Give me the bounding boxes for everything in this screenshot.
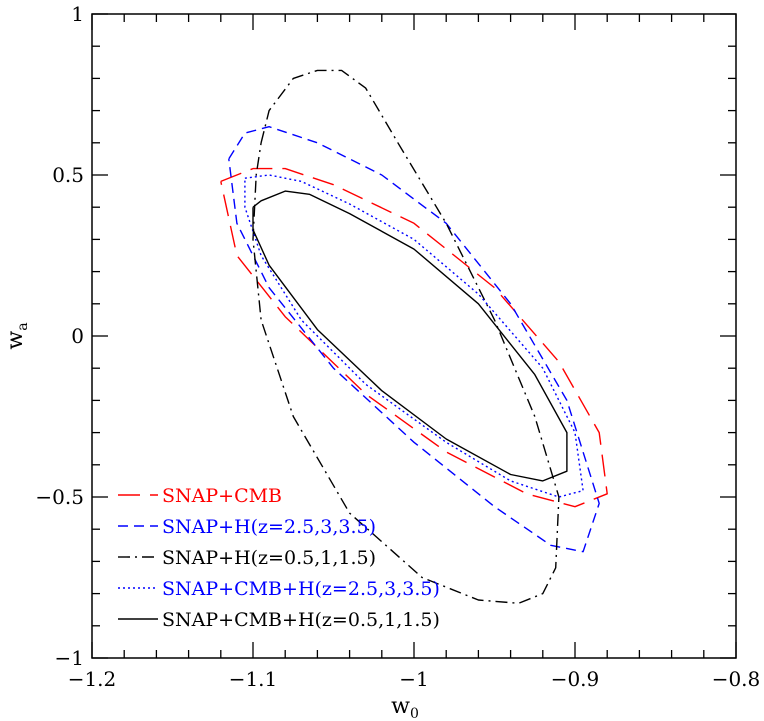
legend-label-snap-cmb: SNAP+CMB bbox=[162, 485, 282, 507]
y-tick-label: −1 bbox=[55, 646, 84, 670]
y-tick-label: −0.5 bbox=[35, 485, 84, 509]
curve-snap-h-z-0-5-1-1-5 bbox=[252, 69, 560, 604]
legend-label-snap-cmb-h-z-0-5-1-1-5: SNAP+CMB+H(z=0.5,1,1.5) bbox=[162, 609, 440, 631]
axis-ticks bbox=[91, 13, 737, 659]
x-tick-label: −0.9 bbox=[551, 667, 600, 691]
y-tick-label: 0.5 bbox=[52, 163, 84, 187]
x-tick-label: −0.8 bbox=[712, 667, 761, 691]
tick-labels: −1.2 −1.1 −1 −0.9 −0.8 −1 −0.5 0 0.5 1 bbox=[35, 2, 760, 691]
x-tick-label: −1.2 bbox=[68, 667, 117, 691]
y-tick-label: 0 bbox=[71, 324, 84, 348]
x-axis-label: w0 bbox=[391, 694, 419, 721]
curve-snap-cmb bbox=[220, 167, 608, 508]
legend-label-snap-h-z-0-5-1-1-5: SNAP+H(z=0.5,1,1.5) bbox=[162, 547, 376, 569]
x-tick-label: −1 bbox=[399, 667, 428, 691]
x-tick-label: −1.1 bbox=[229, 667, 278, 691]
curve-snap-cmb-h-z-0-5-1-1-5 bbox=[252, 190, 568, 482]
curve-snap-h-z-2-5-3-3-5 bbox=[228, 126, 600, 553]
legend-label-snap-cmb-h-z-2-5-3-3-5: SNAP+CMB+H(z=2.5,3,3.5) bbox=[162, 578, 440, 600]
y-tick-label: 1 bbox=[71, 2, 84, 26]
legend-label-snap-h-z-2-5-3-3-5: SNAP+H(z=2.5,3,3.5) bbox=[162, 516, 376, 538]
y-axis-label: wa bbox=[3, 322, 31, 349]
legend: SNAP+CMB SNAP+H(z=2.5,3,3.5) SNAP+H(z=0.5,… bbox=[118, 485, 440, 631]
contour-curves bbox=[220, 69, 608, 604]
